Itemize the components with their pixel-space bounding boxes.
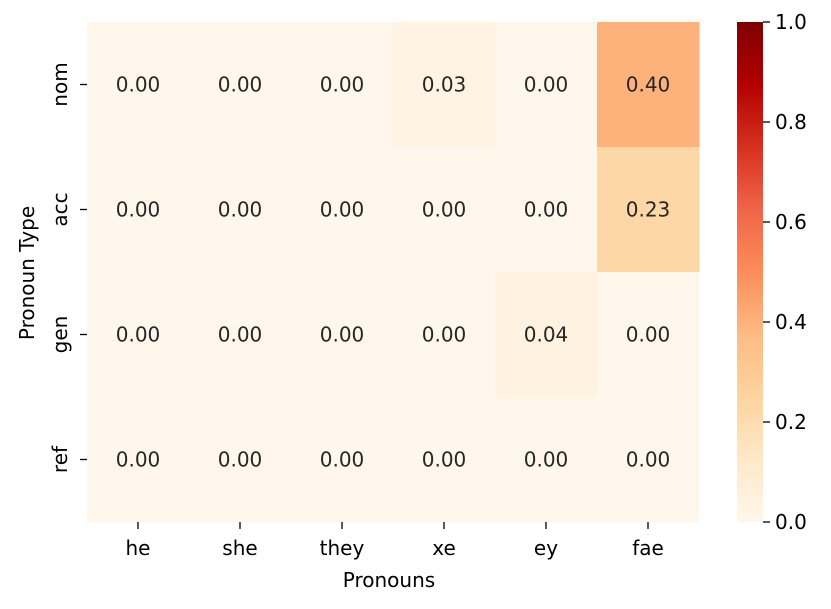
- cell-value-label: 0.00: [422, 198, 467, 222]
- cell-annotations: 0.00 0.00 0.00 0.03 0.00 0.40 0.00 0.00 0.00 0.00…: [116, 73, 671, 472]
- cell-value-label: 0.00: [626, 448, 671, 472]
- heatmap-cell: [495, 147, 598, 273]
- x-tick-label: fae: [632, 536, 664, 560]
- x-tick-label: ey: [534, 536, 558, 560]
- heatmap-cell: [87, 272, 190, 398]
- x-tick-label: they: [320, 536, 365, 560]
- colorbar-tick-label: 1.0: [775, 10, 807, 34]
- heatmap-cell: [291, 272, 394, 398]
- heatmap-cell: [87, 147, 190, 273]
- y-tick-label: acc: [48, 192, 72, 226]
- heatmap-cell: [291, 22, 394, 148]
- cell-value-label: 0.00: [320, 198, 365, 222]
- cell-value-label: 0.00: [116, 73, 161, 97]
- heatmap-cell: [393, 22, 496, 148]
- colorbar-tick-label: 0.2: [775, 410, 807, 434]
- cell-value-label: 0.40: [626, 73, 671, 97]
- colorbar: 0.0 0.2 0.4 0.6 0.8 1.0: [737, 10, 807, 534]
- cell-value-label: 0.00: [320, 323, 365, 347]
- heatmap-cell: [87, 397, 190, 523]
- y-tick-label: ref: [48, 445, 72, 473]
- heatmap-cell: [189, 397, 292, 523]
- cell-value-label: 0.04: [524, 323, 569, 347]
- cell-value-label: 0.00: [218, 198, 263, 222]
- heatmap-cell: [393, 272, 496, 398]
- heatmap-cell: [189, 147, 292, 273]
- heatmap-cell: [291, 147, 394, 273]
- heatmap-cell: [597, 22, 700, 148]
- colorbar-gradient: [737, 22, 763, 522]
- cell-value-label: 0.23: [626, 198, 671, 222]
- cell-value-label: 0.00: [524, 448, 569, 472]
- heatmap-cell: [597, 397, 700, 523]
- heatmap-cell: [495, 272, 598, 398]
- heatmap-cell: [597, 272, 700, 398]
- cell-value-label: 0.00: [116, 448, 161, 472]
- cell-value-label: 0.00: [218, 73, 263, 97]
- cell-value-label: 0.00: [422, 448, 467, 472]
- x-tick-label: he: [126, 536, 151, 560]
- cell-value-label: 0.00: [524, 198, 569, 222]
- y-axis: nom acc gen ref: [48, 62, 87, 473]
- x-axis: he she they xe ey fae: [126, 522, 664, 560]
- cell-value-label: 0.00: [116, 198, 161, 222]
- heatmap-cell: [291, 397, 394, 523]
- heatmap-cell: [189, 272, 292, 398]
- cell-value-label: 0.00: [422, 323, 467, 347]
- colorbar-tick-label: 0.8: [775, 110, 807, 134]
- x-tick-label: xe: [432, 536, 456, 560]
- heatmap-cell: [189, 22, 292, 148]
- heatmap-cell: [597, 147, 700, 273]
- cell-value-label: 0.00: [116, 323, 161, 347]
- cell-value-label: 0.03: [422, 73, 467, 97]
- heatmap-cell: [495, 397, 598, 523]
- heatmap-cell: [495, 22, 598, 148]
- x-axis-label: Pronouns: [343, 568, 435, 592]
- colorbar-tick-label: 0.4: [775, 310, 807, 334]
- heatmap-cells: [87, 22, 700, 523]
- y-tick-label: nom: [48, 62, 72, 106]
- heatmap-cell: [393, 147, 496, 273]
- cell-value-label: 0.00: [320, 448, 365, 472]
- x-tick-label: she: [222, 536, 257, 560]
- cell-value-label: 0.00: [626, 323, 671, 347]
- cell-value-label: 0.00: [320, 73, 365, 97]
- y-axis-label: Pronoun Type: [15, 206, 39, 340]
- cell-value-label: 0.00: [218, 323, 263, 347]
- cell-value-label: 0.00: [218, 448, 263, 472]
- colorbar-ticks: 0.0 0.2 0.4 0.6 0.8 1.0: [763, 10, 807, 534]
- colorbar-tick-label: 0.0: [775, 510, 807, 534]
- colorbar-tick-label: 0.6: [775, 210, 807, 234]
- heatmap-cell: [393, 397, 496, 523]
- heatmap-cell: [87, 22, 190, 148]
- cell-value-label: 0.00: [524, 73, 569, 97]
- y-tick-label: gen: [48, 316, 72, 354]
